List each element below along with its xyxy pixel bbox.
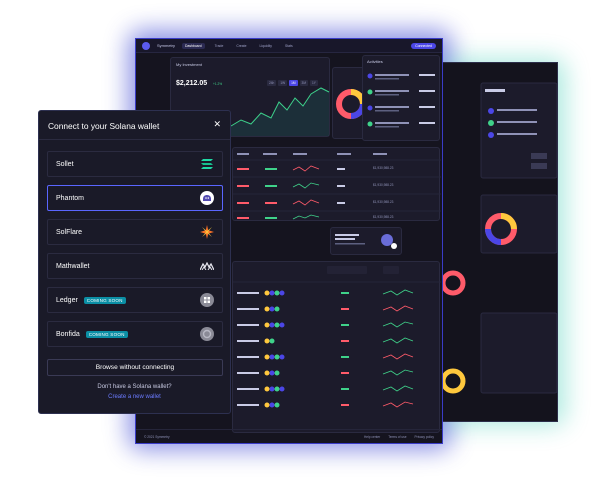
wallet-option-phantom[interactable]: Phantom [47, 185, 223, 211]
create-wallet-link[interactable]: Create a new wallet [108, 394, 161, 400]
learn-card-graphics [335, 234, 397, 249]
wallet-name: Mathwallet [56, 262, 90, 270]
wallet-option-mathwallet[interactable]: Mathwallet [47, 253, 223, 279]
section-title: My Investment [176, 62, 203, 67]
right-dashboard-graphics [441, 82, 557, 394]
wallet-name: Sollet [56, 160, 74, 168]
period-1w[interactable]: 1W [278, 80, 288, 86]
pools-table-graphics [233, 266, 441, 408]
background-dashboard-right [440, 62, 558, 422]
wallet-option-ledger[interactable]: Ledger COMING SOON [47, 287, 223, 313]
wallet-option-solflare[interactable]: SolFlare [47, 219, 223, 245]
ledger-icon [200, 293, 214, 307]
nav-trade[interactable]: Trade [214, 43, 224, 48]
table-value-2: $1,930,988.23 [373, 183, 394, 187]
footer-terms[interactable]: Terms of use [388, 434, 407, 439]
sollet-icon [200, 157, 214, 171]
nav-stats[interactable]: Stats [284, 43, 293, 48]
coming-soon-badge: COMING SOON [83, 296, 126, 304]
investment-line-chart [230, 87, 330, 136]
wallet-name: Bonfida [56, 330, 80, 338]
close-icon[interactable]: ✕ [213, 119, 221, 129]
footer-help[interactable]: Help center [363, 434, 381, 439]
wallet-option-bonfida[interactable]: Bonfida COMING SOON [47, 321, 223, 347]
wallet-option-sollet[interactable]: Sollet [47, 151, 223, 177]
nav-create[interactable]: Create [236, 43, 247, 48]
wallet-name: SolFlare [56, 228, 83, 236]
coming-soon-badge: COMING SOON [85, 330, 128, 338]
learn-card [330, 227, 402, 255]
brand-name: Symmetry [157, 43, 175, 48]
wallet-name: Phantom [56, 194, 85, 202]
balance-change: +1.2% [213, 82, 223, 86]
brand-logo-icon [142, 41, 150, 50]
table-value-1: $1,930,988.23 [373, 166, 394, 170]
pools-table [232, 261, 441, 433]
footer-copyright: © 2021 Symmetry [144, 434, 170, 439]
period-24h[interactable]: 24h [267, 80, 277, 86]
funds-table: $1,930,988.23 $1,930,988.23 $1,930,988.2… [232, 147, 441, 221]
no-wallet-text: Don't have a Solana wallet? [97, 384, 172, 390]
modal-divider [39, 139, 230, 140]
activities-card: Activities [362, 55, 440, 141]
mathwallet-icon [200, 259, 214, 273]
funds-table-graphics [233, 153, 441, 220]
table-value-4: $1,930,988.23 [373, 215, 394, 219]
balance-value: $2,212.05 [176, 80, 208, 87]
activities-list-graphics [367, 73, 435, 128]
nav-liquidity[interactable]: Liquidity [259, 43, 272, 48]
period-3m[interactable]: 3M [299, 80, 308, 86]
background-dashboard-main: Symmetry Dashboard Trade Create Liquidit… [135, 38, 443, 444]
nav-dashboard[interactable]: Dashboard [182, 42, 205, 49]
solflare-icon [200, 225, 214, 239]
period-tabs: 24h 1W 1M 3M 1Y [267, 80, 318, 86]
browse-without-connecting-button[interactable]: Browse without connecting [47, 359, 223, 376]
connect-wallet-modal: Connect to your Solana wallet ✕ Sollet P… [38, 110, 231, 414]
modal-title: Connect to your Solana wallet [48, 121, 160, 131]
activities-title: Activities [367, 59, 383, 64]
top-nav: Symmetry Dashboard Trade Create Liquidit… [136, 39, 442, 53]
wallet-name: Ledger [56, 296, 78, 304]
period-1m[interactable]: 1M [289, 80, 298, 86]
period-1y[interactable]: 1Y [309, 80, 318, 86]
footer: © 2021 Symmetry Help center Terms of use… [136, 429, 442, 443]
bonfida-icon [200, 327, 214, 341]
phantom-icon [200, 191, 214, 205]
connected-button[interactable]: Connected [411, 42, 436, 49]
footer-privacy[interactable]: Privacy policy [414, 434, 435, 439]
table-value-3: $1,930,988.23 [373, 200, 394, 204]
